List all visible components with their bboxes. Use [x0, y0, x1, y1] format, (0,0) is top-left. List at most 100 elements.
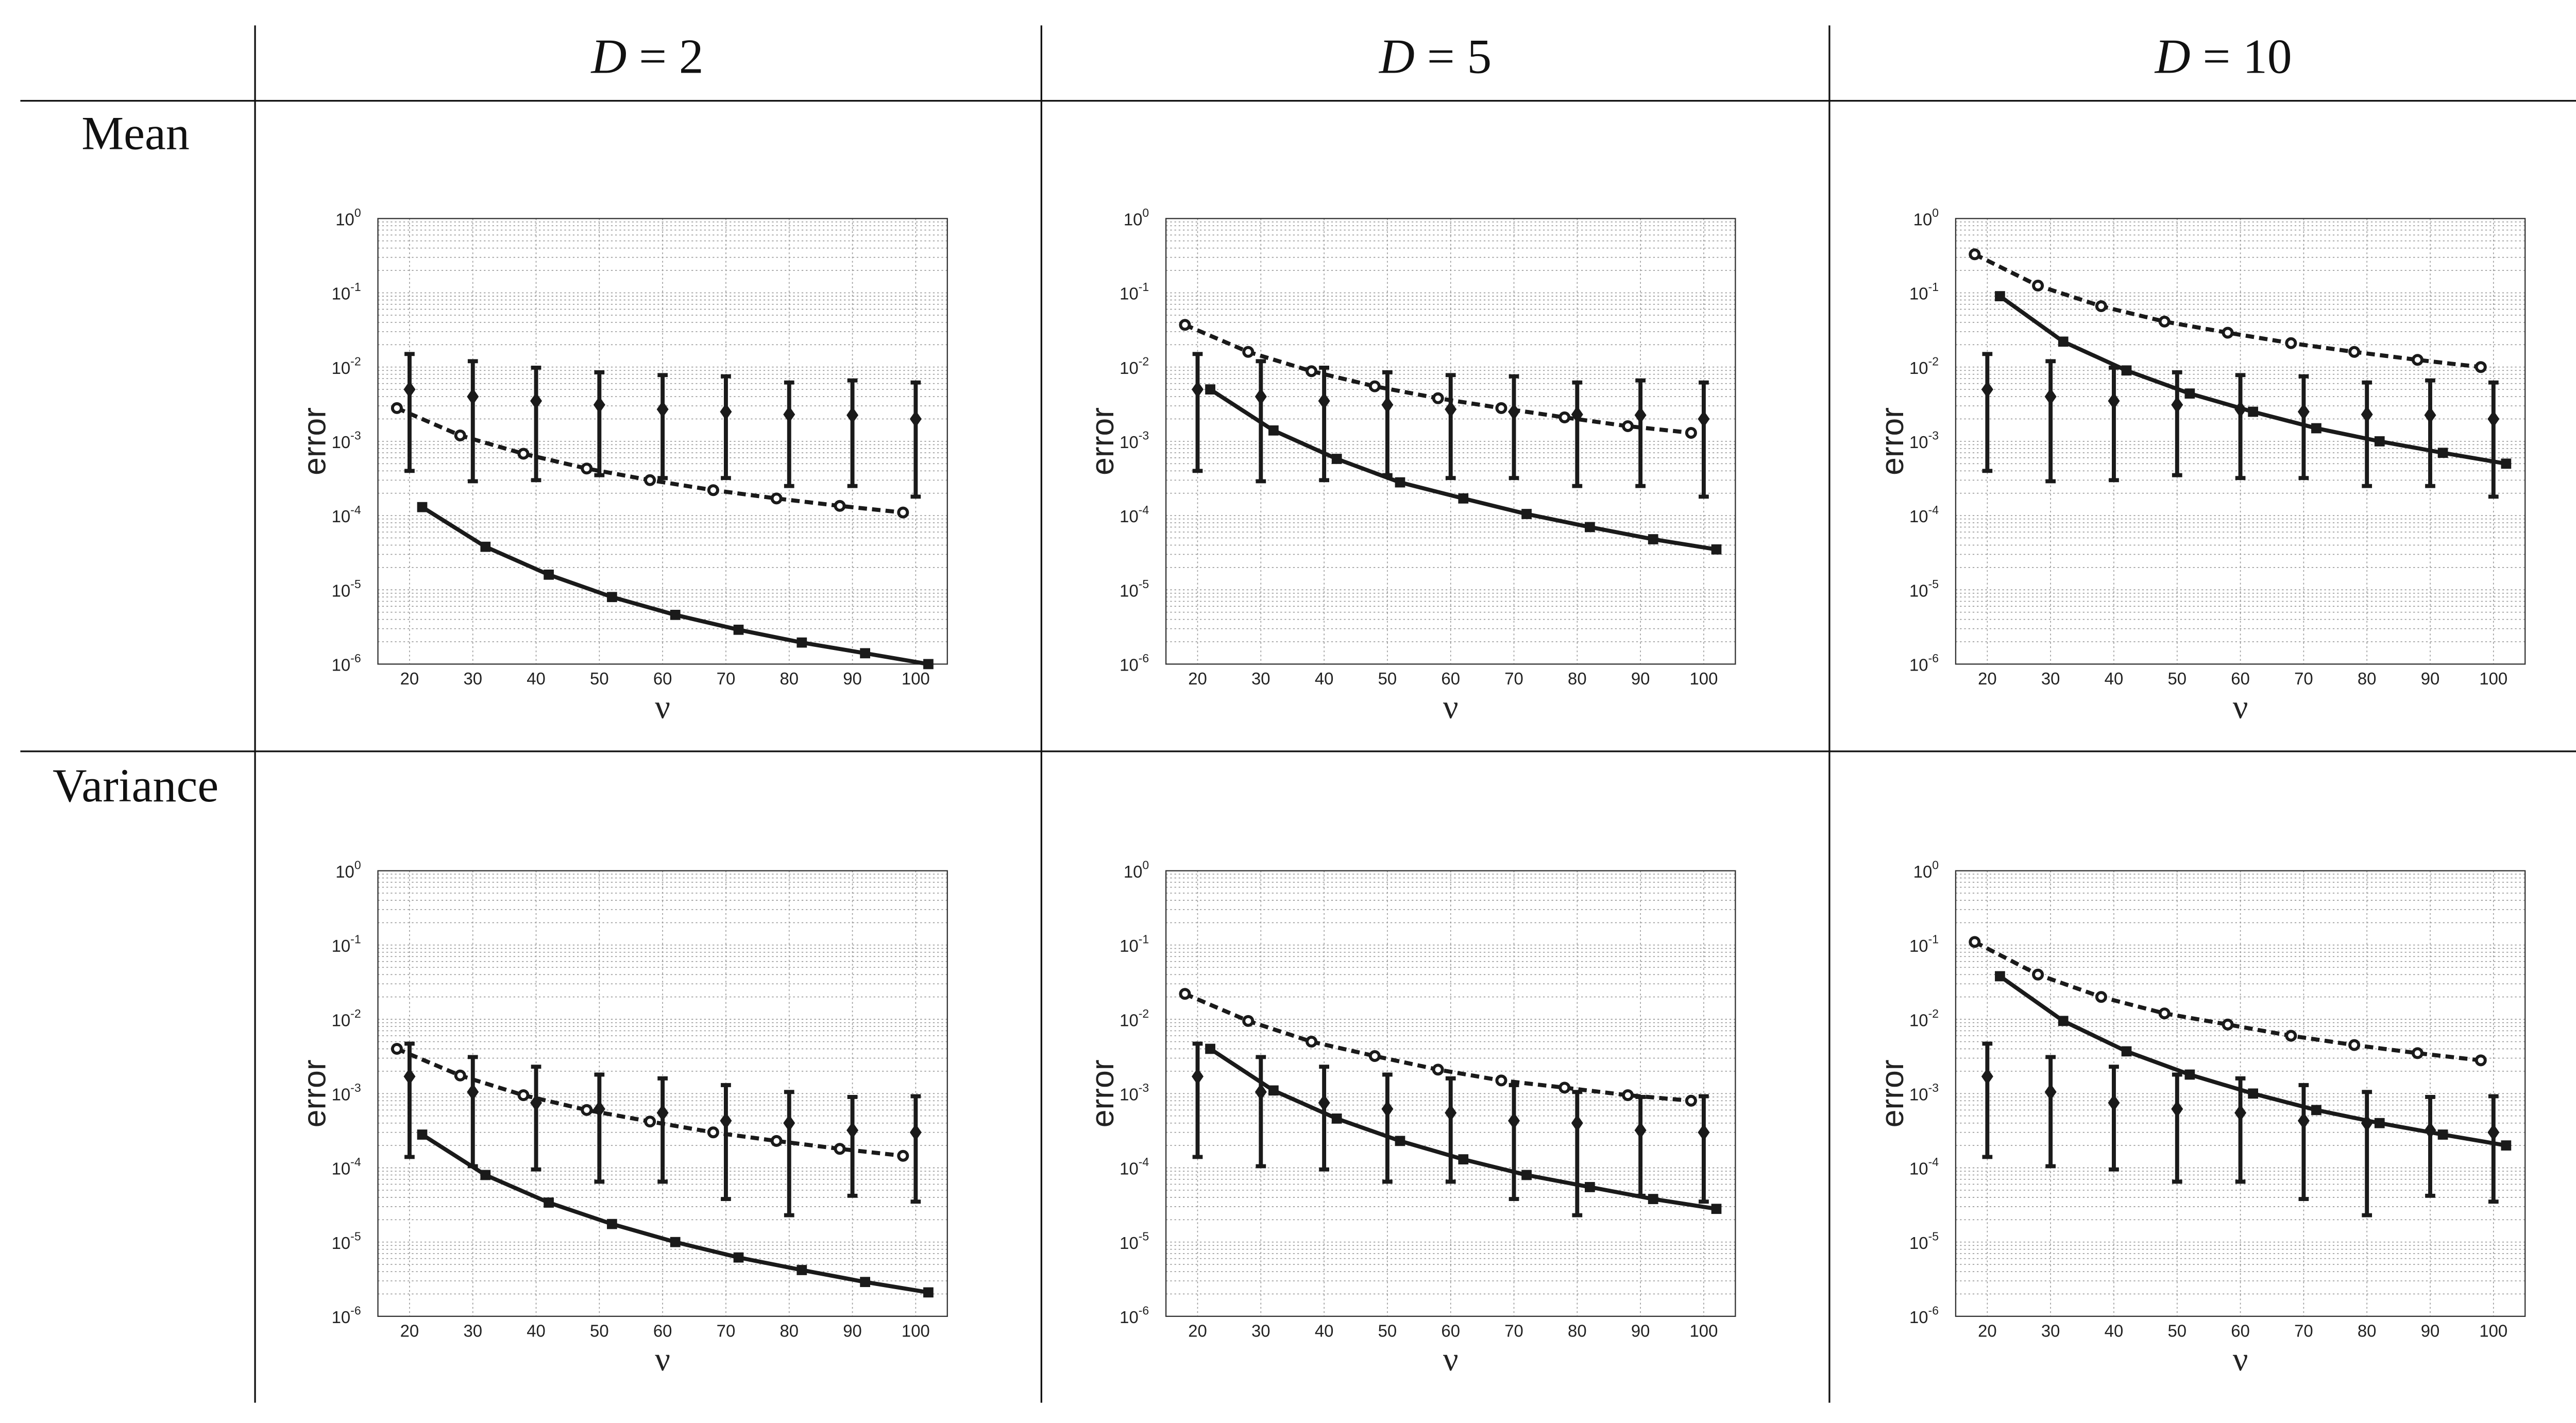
error-plot-variance-2: 20 30 40 50 60 70 80 90 100 10-6 10-5 10-4 10-3 10-2 1… [1874, 858, 2526, 1378]
circle-marker [1432, 1064, 1444, 1076]
diamond-marker [1191, 381, 1204, 398]
diamond-marker [530, 1094, 543, 1111]
circle-marker [834, 500, 846, 512]
header-var: D [2155, 30, 2191, 85]
diamond-marker [2234, 1104, 2247, 1122]
diamond-marker [656, 1104, 669, 1122]
axes-box [377, 870, 948, 1317]
circle-marker [1558, 1082, 1571, 1094]
x-tick-label: 70 [2294, 1321, 2313, 1340]
y-axis-label: error [1084, 407, 1121, 475]
y-tick-label: 10-5 [332, 577, 361, 600]
square-marker [2501, 1140, 2512, 1151]
x-tick-label: 100 [1690, 669, 1718, 688]
y-tick-label: 10-6 [1120, 652, 1149, 674]
square-marker [1995, 291, 2005, 301]
circle-marker [1242, 1015, 1255, 1027]
square-marker [1458, 1154, 1469, 1164]
x-tick-label: 90 [1631, 1321, 1650, 1340]
diamond-marker [720, 1112, 732, 1129]
square-marker [1585, 1182, 1595, 1192]
x-tick-label: 90 [843, 1321, 862, 1340]
y-tick-label: 100 [1124, 858, 1149, 881]
diamond-marker [593, 396, 605, 414]
diamond-marker [2108, 392, 2120, 409]
x-axis-label: ν [655, 689, 670, 726]
diamond-marker [403, 381, 416, 398]
circle-marker [1685, 426, 1697, 439]
y-tick-label: 10-1 [332, 280, 361, 303]
x-tick-label: 100 [902, 1321, 930, 1340]
circle-marker [1558, 411, 1571, 423]
x-tick-label: 80 [1568, 1321, 1587, 1340]
table-divider [20, 100, 2576, 102]
y-tick-label: 10-2 [1120, 354, 1149, 377]
x-tick-label: 20 [1978, 1321, 1997, 1340]
square-marker [796, 1265, 807, 1275]
x-tick-label: 30 [1251, 1321, 1270, 1340]
x-tick-label: 40 [1315, 1321, 1334, 1340]
diamond-marker [909, 410, 922, 427]
y-tick-label: 100 [335, 858, 361, 881]
x-tick-label: 30 [2041, 669, 2060, 688]
square-marker [2501, 458, 2512, 469]
x-tick-label: 80 [2358, 1321, 2377, 1340]
square-marker [1268, 1085, 1279, 1096]
circle-marker [2095, 300, 2107, 313]
circle-marker [897, 506, 909, 519]
diamond-marker [2487, 1124, 2500, 1141]
y-tick-label: 10-3 [1909, 1081, 1939, 1104]
square-marker [1458, 493, 1469, 504]
square-marker [860, 1277, 870, 1288]
x-tick-label: 40 [527, 1321, 546, 1340]
circle-marker [2158, 315, 2171, 328]
y-tick-label: 10-3 [1120, 429, 1149, 452]
square-marker [733, 1252, 744, 1263]
y-axis-label: error [1084, 1059, 1121, 1127]
circle-marker [770, 492, 783, 505]
axes-box [1165, 218, 1736, 665]
circle-marker [2222, 327, 2234, 339]
x-tick-label: 60 [2231, 669, 2250, 688]
square-marker [2121, 365, 2132, 376]
circles-dashed-line [1973, 940, 2481, 1062]
circle-marker [2285, 1030, 2297, 1042]
row-header-mean: Mean [81, 108, 190, 161]
y-tick-label: 10-4 [1909, 1155, 1939, 1178]
square-marker [544, 569, 554, 580]
x-tick-label: 30 [2041, 1321, 2060, 1340]
diamond-marker [1445, 1104, 1457, 1122]
diamond-marker [2044, 1083, 2057, 1101]
x-tick-label: 50 [2167, 669, 2187, 688]
diamond-marker [1381, 1100, 1394, 1118]
column-header-d5: D = 5 [1181, 30, 1690, 87]
column-header-d2: D = 2 [393, 30, 902, 87]
square-marker [1205, 384, 1215, 395]
y-tick-label: 10-3 [332, 1081, 361, 1104]
x-tick-label: 50 [1378, 1321, 1397, 1340]
diamond-marker [2171, 1100, 2183, 1118]
x-tick-label: 100 [2479, 1321, 2507, 1340]
circle-marker [2285, 337, 2297, 349]
x-tick-label: 30 [463, 669, 482, 688]
circle-marker [1969, 248, 1981, 261]
y-tick-label: 10-3 [332, 429, 361, 452]
diamond-marker [1508, 1112, 1520, 1129]
header-var: D [591, 30, 627, 85]
diamond-marker [1571, 1115, 1583, 1132]
diamond-marker [2044, 388, 2057, 405]
square-marker [1648, 1194, 1658, 1204]
y-tick-label: 10-5 [1909, 577, 1939, 600]
y-tick-label: 10-1 [1909, 933, 1939, 955]
square-marker [923, 1287, 934, 1298]
diamond-marker [783, 406, 795, 423]
square-marker [1521, 509, 1532, 519]
square-marker [607, 1219, 617, 1229]
x-tick-label: 70 [717, 669, 736, 688]
square-marker [2311, 423, 2321, 434]
circle-marker [581, 462, 593, 475]
diamond-marker [909, 1124, 922, 1141]
diamond-marker [1191, 1068, 1204, 1085]
x-tick-label: 60 [653, 1321, 672, 1340]
circle-marker [770, 1135, 783, 1147]
